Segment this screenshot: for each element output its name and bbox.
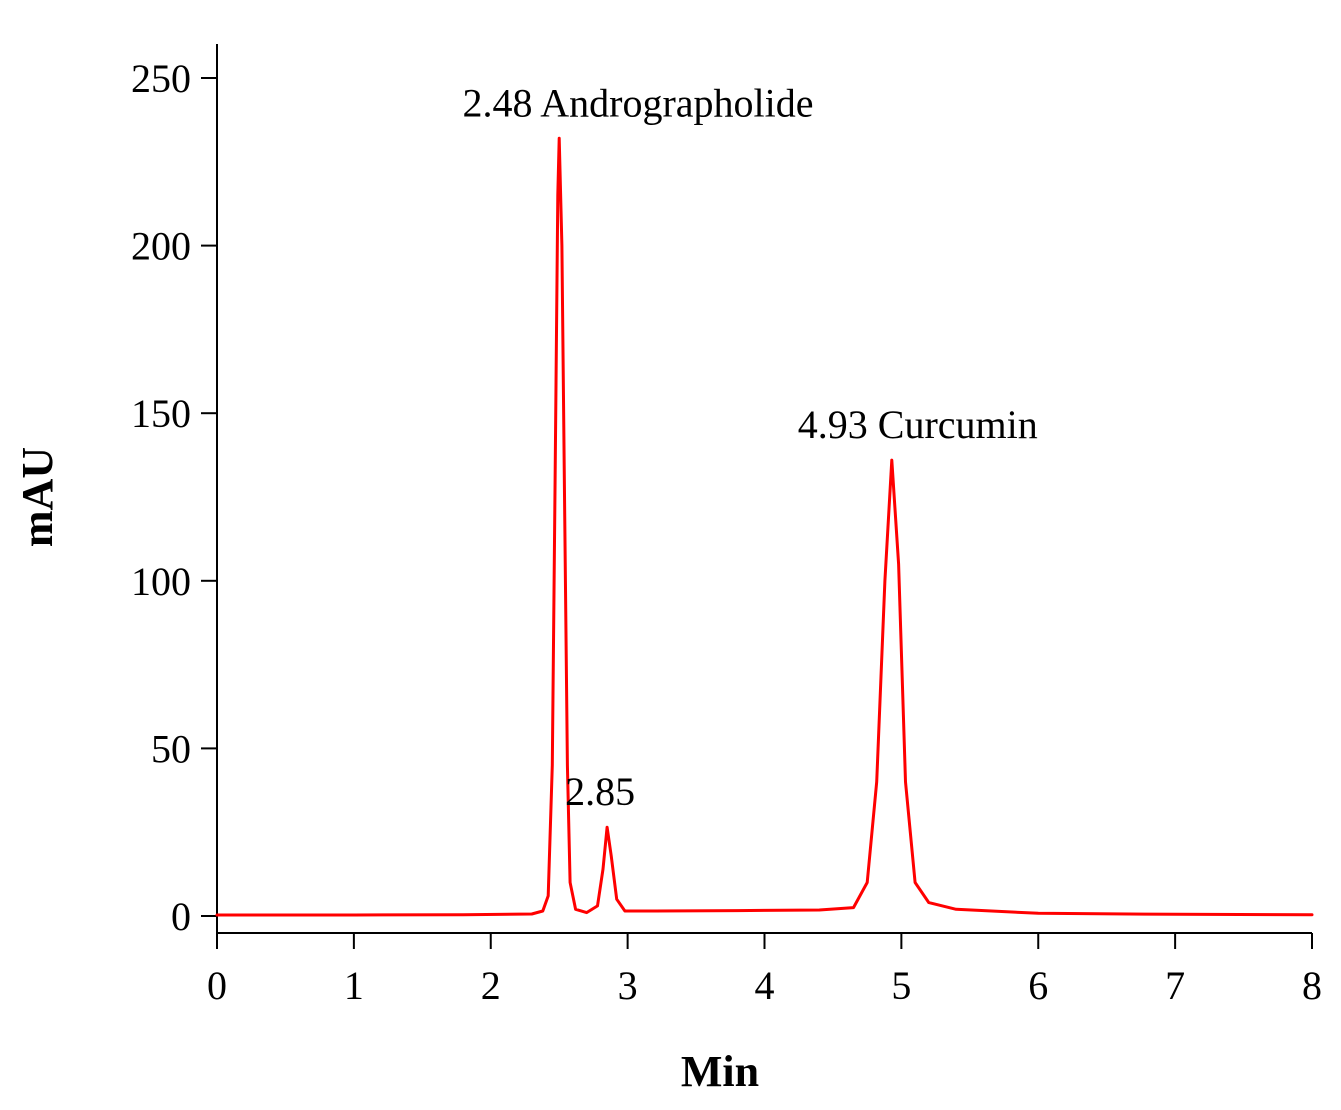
y-tick-label: 50 <box>151 726 191 771</box>
x-tick-label: 5 <box>891 963 911 1008</box>
x-tick-label: 7 <box>1165 963 1185 1008</box>
x-axis-title: Min <box>681 1047 759 1096</box>
x-tick-label: 0 <box>207 963 227 1008</box>
peak-annotations: 2.48 Andrographolide 2.85 4.93 Curcumin <box>462 80 1037 814</box>
chromatogram-trace <box>215 136 1314 917</box>
peak-label: 4.93 Curcumin <box>798 402 1038 447</box>
peak-label: 2.48 Andrographolide <box>462 80 813 125</box>
peak-label: 2.85 <box>565 769 635 814</box>
y-axis-title: mAU <box>13 447 62 547</box>
x-tick-label: 1 <box>344 963 364 1008</box>
x-tick-label: 6 <box>1028 963 1048 1008</box>
x-tick-label: 4 <box>755 963 775 1008</box>
chromatogram-traces <box>215 136 1314 917</box>
x-tick-label: 3 <box>618 963 638 1008</box>
y-tick-label: 150 <box>131 391 191 436</box>
y-tick-label: 200 <box>131 224 191 269</box>
x-axis-ticks: 0 1 2 3 4 5 6 7 8 <box>207 933 1322 1008</box>
x-tick-label: 8 <box>1302 963 1322 1008</box>
y-tick-label: 250 <box>131 56 191 101</box>
y-tick-label: 0 <box>171 894 191 939</box>
x-tick-label: 2 <box>481 963 501 1008</box>
y-axis-ticks: 0 50 100 150 200 250 <box>131 56 217 939</box>
y-tick-label: 100 <box>131 559 191 604</box>
